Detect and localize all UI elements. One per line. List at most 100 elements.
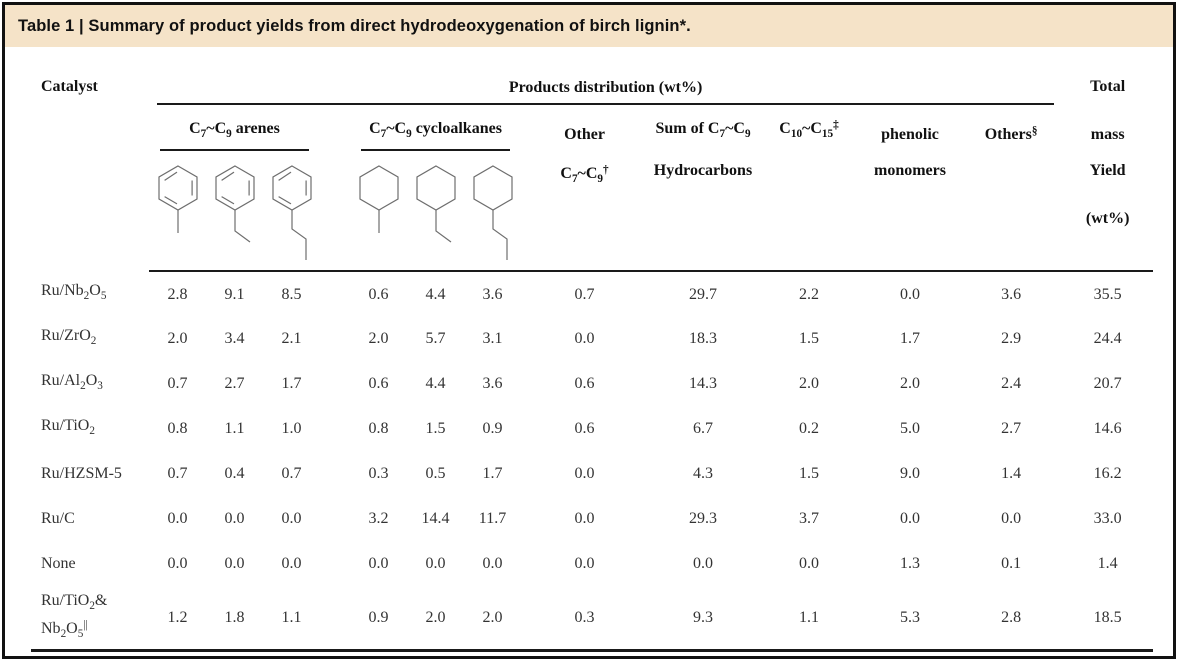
value-cell: 3.6 [482, 375, 503, 392]
table-row-ru-al2o3: Ru/Al2O3 0.7 2.7 1.7 0.6 4.4 3.6 0.6 14.… [31, 361, 1153, 406]
value-cell: 2.0 [167, 330, 188, 347]
propylcyclohexane-structure-cell [464, 151, 521, 272]
value-cell: 1.1 [263, 586, 320, 652]
value-cell: 4.4 [425, 375, 446, 392]
value-cell: 0.0 [799, 555, 819, 572]
value-cell: 1.1 [758, 586, 860, 652]
value-cell: 29.3 [689, 510, 717, 527]
value-cell: 9.1 [224, 285, 245, 303]
value-cell: 1.0 [281, 420, 302, 437]
value-cell: 33.0 [1093, 510, 1122, 527]
value-cell: 0.8 [368, 420, 389, 437]
value-cell: 3.4 [224, 330, 245, 347]
sum-header-line2: Hydrocarbons [648, 151, 758, 272]
value-cell: 0.7 [167, 465, 188, 482]
catalyst-cell: Ru/HZSM-5 [31, 451, 149, 496]
propylbenzene-structure-icon [271, 165, 312, 260]
products-distribution-label: Products distribution (wt%) [157, 78, 1055, 105]
value-cell: 0.0 [574, 555, 595, 572]
value-cell: 2.7 [1001, 420, 1022, 437]
header-row-2: C7~C9 arenes C7~C9 cycloalkanes Other Su… [31, 105, 1153, 151]
value-cell: 20.7 [1093, 375, 1122, 392]
catalyst-cell: Ru/C [31, 496, 149, 541]
value-cell: 0.0 [224, 510, 245, 527]
value-cell: 1.1 [224, 420, 245, 437]
value-cell: 2.0 [368, 330, 389, 347]
value-cell: 2.7 [224, 375, 245, 392]
value-cell: 0.0 [224, 555, 245, 572]
catalyst-label: Ru/Nb2O5 [41, 282, 107, 302]
value-cell: 1.8 [206, 586, 263, 652]
value-cell: 2.9 [1001, 330, 1022, 347]
data-table: Catalyst Products distribution (wt%) Tot… [31, 51, 1154, 652]
value-cell: 2.1 [281, 330, 302, 347]
value-cell: 0.4 [224, 465, 245, 482]
value-cell: 14.4 [421, 510, 450, 527]
value-cell: 2.2 [799, 285, 819, 303]
catalyst-header: Catalyst [41, 78, 98, 95]
value-cell: 1.5 [799, 465, 819, 482]
catalyst-label: Ru/HZSM-5 [41, 465, 122, 482]
value-cell: 0.0 [368, 555, 389, 572]
value-cell: 0.0 [167, 555, 188, 572]
value-cell: 18.5 [1062, 586, 1154, 652]
value-cell: 16.2 [1093, 465, 1122, 482]
catalyst-label-line1: Ru/TiO2& [41, 591, 108, 612]
value-cell: 2.0 [407, 586, 464, 652]
header-row-3: C7~C9† Hydrocarbons monomers Yield (wt%) [31, 151, 1154, 272]
catalyst-label: None [41, 555, 76, 572]
value-cell: 0.2 [799, 420, 819, 437]
value-cell: 0.8 [167, 420, 188, 437]
catalyst-label: Ru/TiO2 [41, 417, 95, 437]
value-cell: 0.0 [1001, 510, 1022, 527]
ethylbenzene-structure-cell [206, 151, 263, 272]
value-cell: 0.6 [368, 285, 389, 303]
value-cell: 2.8 [960, 586, 1063, 652]
toluene-structure-cell [149, 151, 206, 272]
arenes-group-label: C7~C9 arenes [160, 119, 309, 151]
value-cell: 1.2 [149, 586, 206, 652]
table-row-none: None 0.0 0.0 0.0 0.0 0.0 0.0 0.0 0.0 0.0… [31, 541, 1153, 586]
value-cell: 1.5 [425, 420, 446, 437]
table-title: Table 1 | Summary of product yields from… [18, 16, 691, 35]
value-cell: 14.3 [689, 375, 717, 392]
value-cell: 0.6 [574, 420, 595, 437]
toluene-structure-icon [157, 165, 198, 233]
value-cell: 0.9 [482, 420, 503, 437]
table-row-ru-zro2: Ru/ZrO2 2.0 3.4 2.1 2.0 5.7 3.1 0.0 18.3… [31, 316, 1153, 361]
header-row-1: Catalyst Products distribution (wt%) Tot… [31, 51, 1153, 105]
table-row-ru-tio2: Ru/TiO2 0.8 1.1 1.0 0.8 1.5 0.9 0.6 6.7 … [31, 406, 1153, 451]
cycloalkanes-group-header: C7~C9 cycloalkanes [320, 105, 521, 151]
ethylbenzene-structure-icon [214, 165, 255, 243]
catalyst-cell: Ru/Al2O3 [31, 361, 149, 406]
empty-cell [758, 151, 860, 272]
value-cell: 0.0 [900, 285, 920, 303]
table-row-ru-hzsm5: Ru/HZSM-5 0.7 0.4 0.7 0.3 0.5 1.7 0.0 4.… [31, 451, 1153, 496]
value-cell: 0.0 [574, 510, 595, 527]
value-cell: 3.6 [1001, 285, 1022, 303]
value-cell: 24.4 [1093, 330, 1122, 347]
propylbenzene-structure-cell [263, 151, 320, 272]
total-header-line3: Yield [1089, 162, 1126, 179]
methylcyclohexane-structure-cell [320, 151, 407, 272]
catalyst-cell: None [31, 541, 149, 586]
value-cell: 0.0 [900, 510, 920, 527]
value-cell: 2.8 [167, 285, 188, 303]
catalyst-label-line2: Nb2O5|| [41, 618, 88, 640]
catalyst-cell: Ru/ZrO2 [31, 316, 149, 361]
value-cell: 3.6 [482, 285, 503, 303]
value-cell: 18.3 [689, 330, 717, 347]
others-header: Others§ [984, 125, 1038, 143]
value-cell: 6.7 [693, 420, 713, 437]
value-cell: 0.7 [574, 285, 595, 303]
table-row-ru-c: Ru/C 0.0 0.0 0.0 3.2 14.4 11.7 0.0 29.3 … [31, 496, 1153, 541]
table-title-bar: Table 1 | Summary of product yields from… [5, 5, 1173, 47]
value-cell: 3.7 [799, 510, 819, 527]
value-cell: 0.6 [368, 375, 389, 392]
catalyst-cell: Ru/TiO2& Nb2O5|| [31, 586, 149, 652]
value-cell: 0.9 [320, 586, 407, 652]
value-cell: 9.0 [900, 465, 920, 482]
value-cell: 1.3 [900, 555, 920, 572]
value-cell: 1.4 [1097, 555, 1118, 572]
